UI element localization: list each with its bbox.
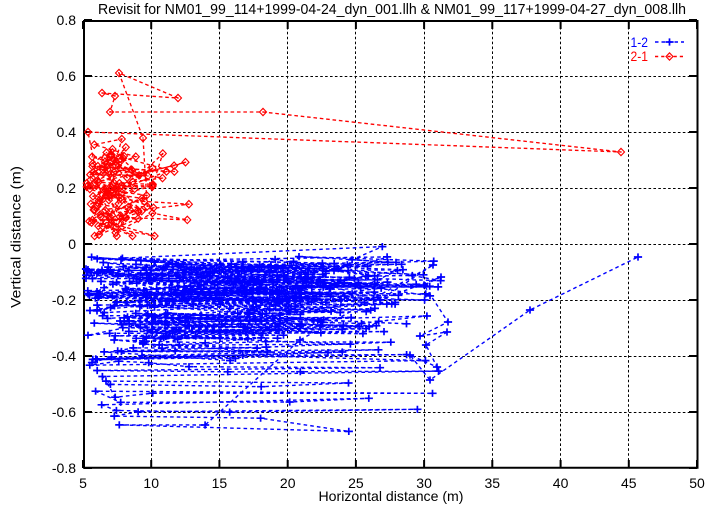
svg-text:-0.6: -0.6 — [52, 404, 76, 420]
svg-text:40: 40 — [553, 475, 569, 491]
svg-text:1-2: 1-2 — [631, 34, 649, 50]
svg-text:0: 0 — [68, 236, 76, 252]
svg-text:20: 20 — [280, 475, 296, 491]
svg-text:30: 30 — [416, 475, 432, 491]
svg-text:Horizontal distance (m): Horizontal distance (m) — [319, 488, 464, 504]
svg-text:0.4: 0.4 — [57, 124, 77, 140]
svg-text:Vertical distance (m): Vertical distance (m) — [8, 166, 24, 308]
svg-text:45: 45 — [621, 475, 637, 491]
svg-text:50: 50 — [689, 475, 705, 491]
svg-text:Revisit for NM01_99_114+1999-0: Revisit for NM01_99_114+1999-04-24_dyn_0… — [98, 2, 686, 18]
svg-text:0.8: 0.8 — [57, 12, 77, 28]
svg-text:35: 35 — [485, 475, 501, 491]
svg-text:0.6: 0.6 — [57, 68, 77, 84]
svg-text:10: 10 — [143, 475, 159, 491]
svg-text:25: 25 — [348, 475, 364, 491]
svg-text:-0.2: -0.2 — [52, 292, 76, 308]
svg-text:5: 5 — [79, 475, 87, 491]
svg-text:0.2: 0.2 — [57, 180, 77, 196]
svg-text:-0.4: -0.4 — [52, 348, 76, 364]
svg-text:15: 15 — [212, 475, 228, 491]
svg-text:2-1: 2-1 — [631, 48, 649, 64]
svg-text:-0.8: -0.8 — [52, 460, 76, 476]
